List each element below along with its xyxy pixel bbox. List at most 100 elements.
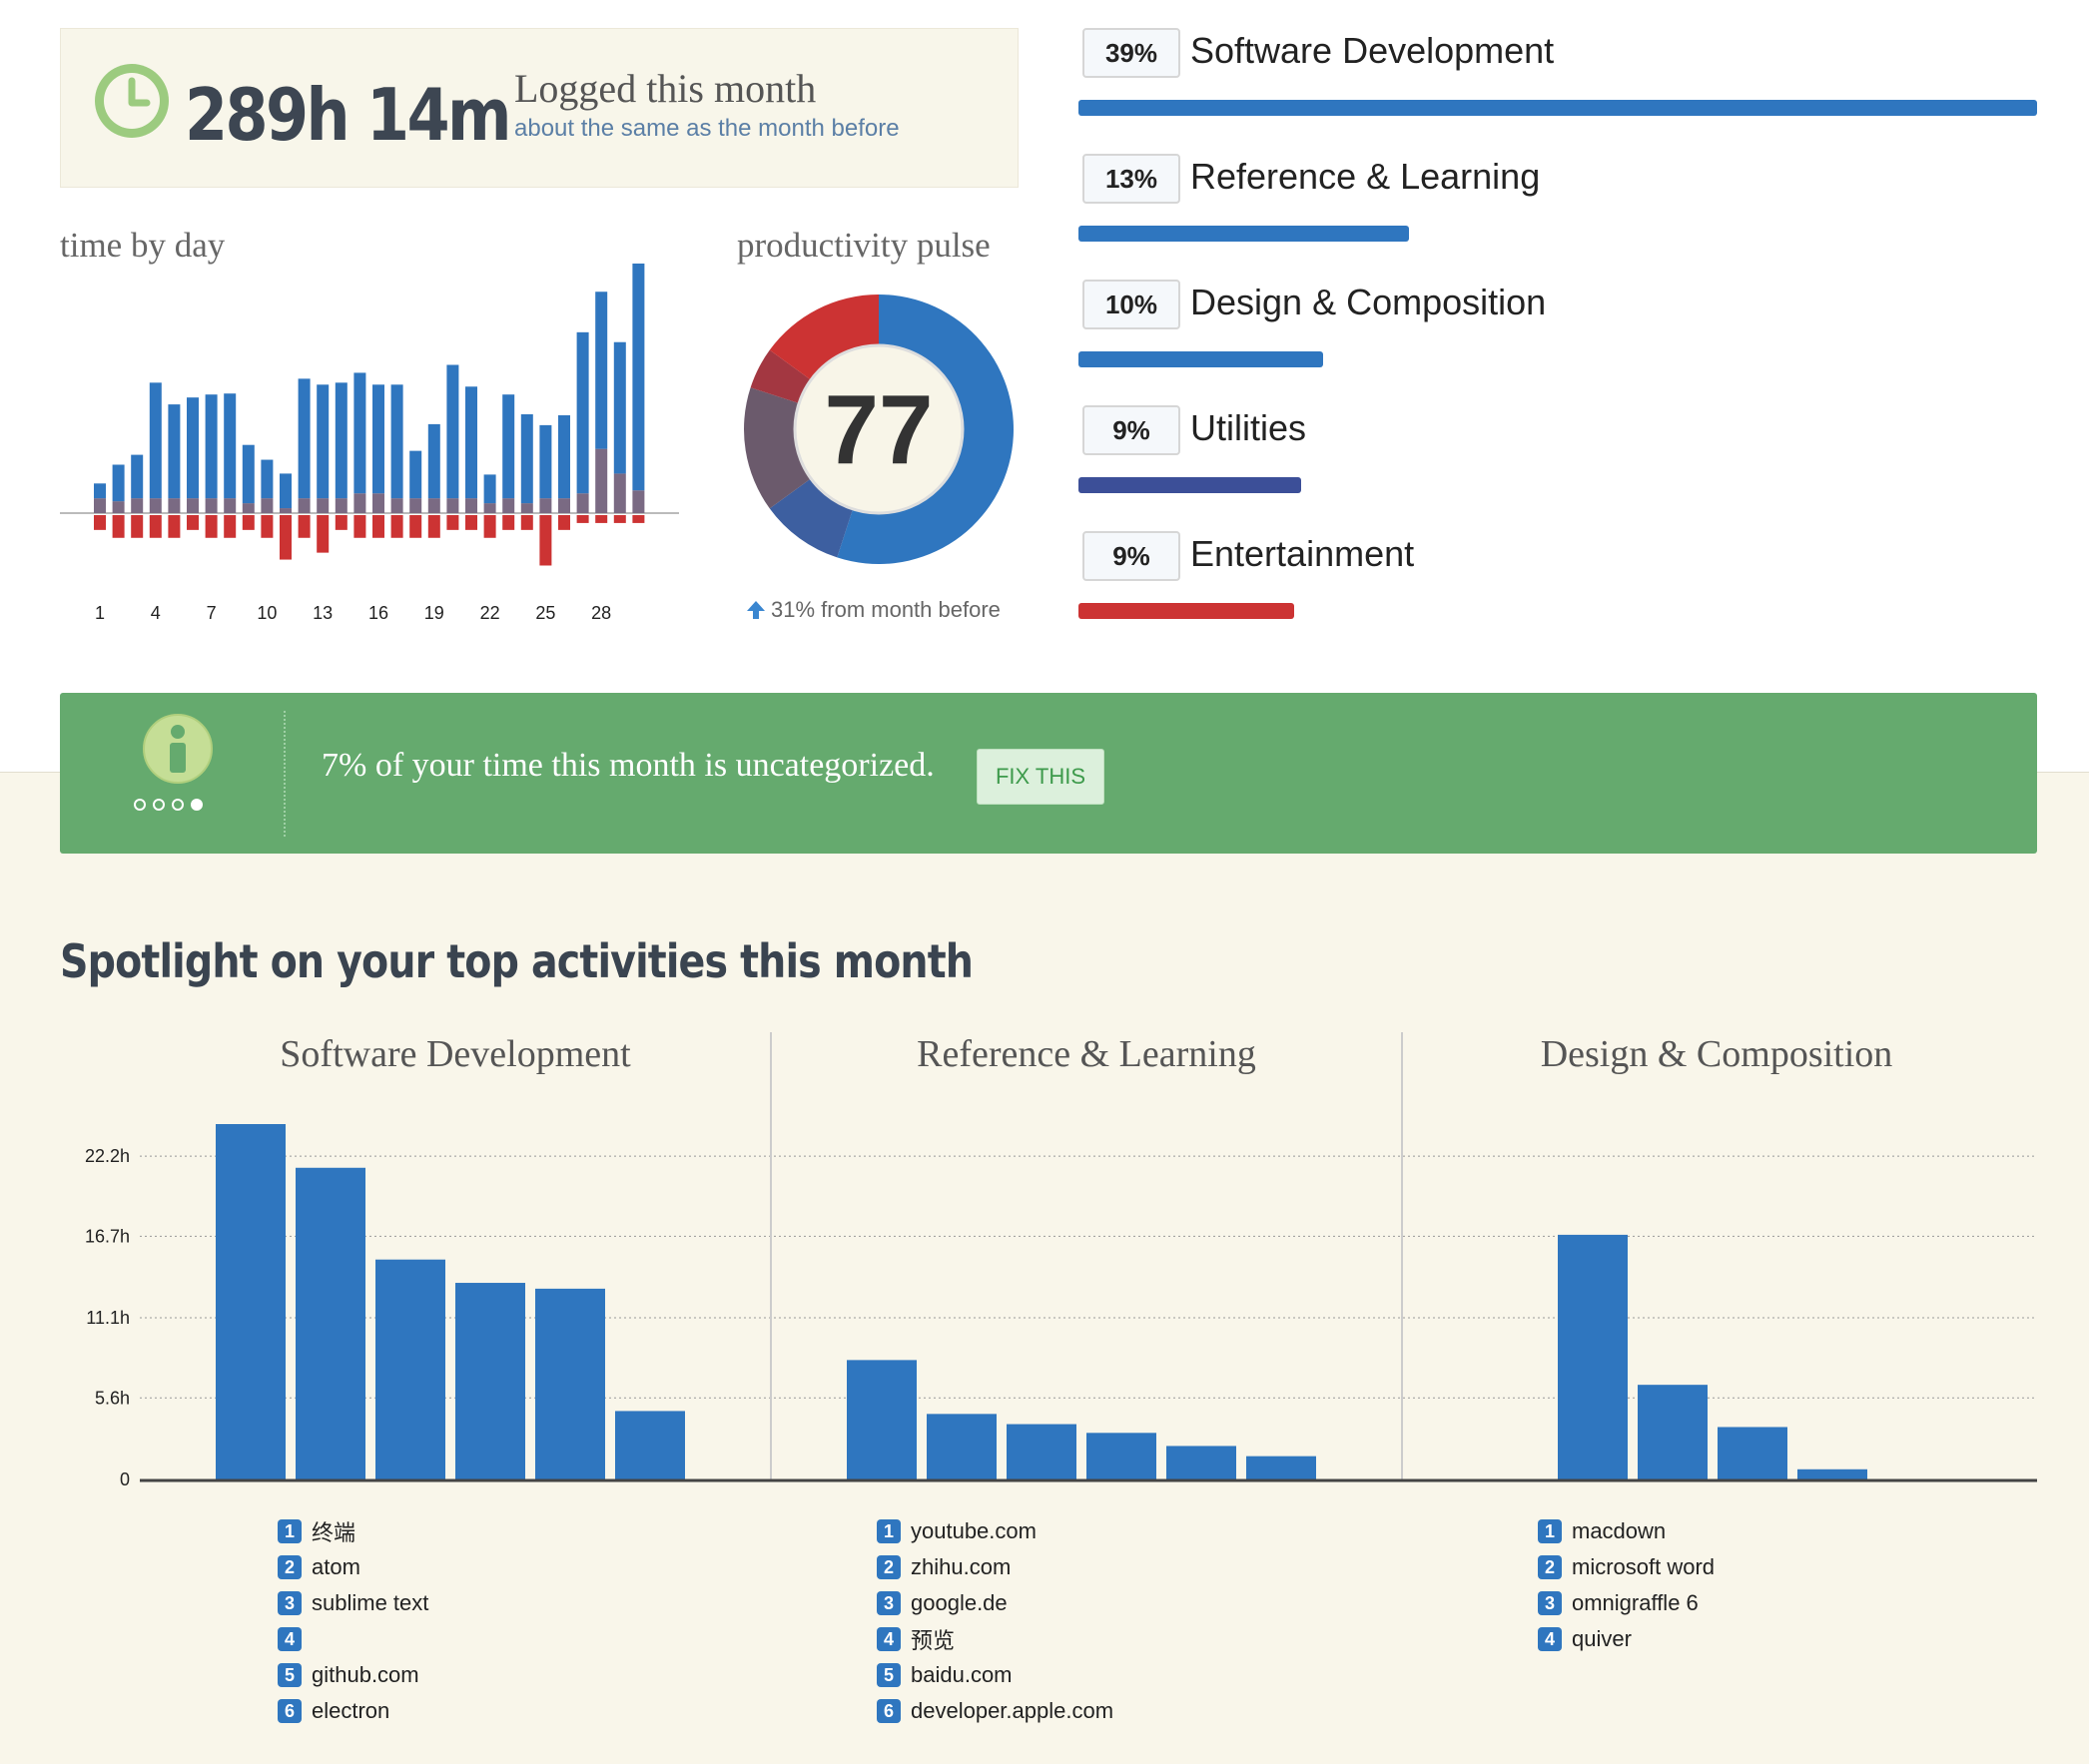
day-tick-label: 10 bbox=[257, 603, 277, 623]
time-by-day-chart: 1 4 7 10 13 16 19 22 25 28 bbox=[60, 264, 679, 623]
day-bar-neutral bbox=[168, 498, 181, 513]
legend-software-development: 1 终端 2 atom 3 sublime text 4 5 github.com 6 electr… bbox=[278, 1513, 428, 1729]
rank-badge: 2 bbox=[1538, 1555, 1562, 1579]
legend-item[interactable]: 2 atom bbox=[278, 1549, 428, 1585]
day-tick-label: 22 bbox=[480, 603, 500, 623]
panel-title-reference-learning: Reference & Learning bbox=[917, 1033, 1256, 1075]
day-tick-label: 25 bbox=[535, 603, 555, 623]
day-bar-distracting bbox=[353, 515, 366, 538]
rank-badge: 2 bbox=[877, 1555, 901, 1579]
activity-bar bbox=[1797, 1469, 1867, 1479]
pulse-segment bbox=[837, 294, 1014, 564]
activity-bar bbox=[1086, 1433, 1156, 1479]
rank-badge: 1 bbox=[877, 1519, 901, 1543]
time-by-day-title: time by day bbox=[60, 226, 226, 265]
category-name[interactable]: Design & Composition bbox=[1190, 282, 1547, 322]
day-bar-productive bbox=[131, 454, 144, 499]
carousel-dot[interactable] bbox=[134, 799, 146, 811]
day-bar-productive bbox=[465, 386, 477, 499]
day-tick-label: 13 bbox=[313, 603, 333, 623]
category-name[interactable]: Reference & Learning bbox=[1190, 156, 1541, 197]
day-bar-productive bbox=[558, 414, 570, 499]
category-bar bbox=[1078, 477, 1301, 493]
day-bar-distracting bbox=[224, 515, 237, 538]
activity-bar bbox=[375, 1259, 445, 1479]
rank-badge: 2 bbox=[278, 1555, 302, 1579]
activity-bar bbox=[455, 1283, 525, 1479]
day-bar-distracting bbox=[242, 515, 255, 530]
total-time: 289h 14m bbox=[185, 73, 512, 157]
day-bar-distracting bbox=[502, 515, 515, 530]
day-bar-distracting bbox=[558, 515, 570, 530]
activity-bar bbox=[1007, 1424, 1076, 1479]
category-percent-badge: 9% bbox=[1082, 531, 1180, 581]
activity-bar bbox=[1166, 1446, 1236, 1479]
day-bar-productive bbox=[112, 464, 125, 502]
legend-item[interactable]: 6 developer.apple.com bbox=[877, 1693, 1113, 1729]
activity-name: atom bbox=[312, 1554, 360, 1579]
fix-this-button[interactable]: FIX THIS bbox=[977, 749, 1104, 805]
carousel-dot[interactable] bbox=[172, 799, 184, 811]
carousel-dot-active[interactable] bbox=[191, 799, 203, 811]
category-name[interactable]: Software Development bbox=[1190, 30, 1555, 71]
activity-name: developer.apple.com bbox=[911, 1698, 1114, 1723]
legend-item[interactable]: 1 macdown bbox=[1538, 1513, 1715, 1549]
rank-badge: 1 bbox=[1538, 1519, 1562, 1543]
day-bar-neutral bbox=[112, 501, 125, 513]
day-bar-distracting bbox=[632, 515, 645, 523]
rank-badge: 5 bbox=[278, 1663, 302, 1687]
day-bar-distracting bbox=[112, 515, 125, 538]
day-bar-productive bbox=[409, 450, 422, 499]
banner-message: 7% of your time this month is uncategori… bbox=[322, 747, 935, 784]
activity-name: microsoft word bbox=[1572, 1554, 1716, 1579]
day-bar-productive bbox=[353, 372, 366, 494]
category-bar bbox=[1078, 226, 1410, 242]
category-bar bbox=[1078, 603, 1294, 619]
carousel-dot[interactable] bbox=[153, 799, 165, 811]
activity-bar bbox=[216, 1124, 286, 1479]
activity-name: sublime text bbox=[312, 1590, 429, 1615]
day-bar-distracting bbox=[539, 515, 552, 566]
info-icon bbox=[143, 714, 213, 784]
day-bar-neutral bbox=[613, 473, 626, 513]
day-bar-distracting bbox=[446, 515, 459, 530]
legend-item[interactable]: 4 bbox=[278, 1621, 428, 1657]
day-bar-distracting bbox=[595, 515, 608, 523]
legend-item[interactable]: 2 zhihu.com bbox=[877, 1549, 1113, 1585]
activity-bar bbox=[615, 1411, 685, 1479]
legend-item[interactable]: 3 google.de bbox=[877, 1585, 1113, 1621]
day-bar-neutral bbox=[595, 448, 608, 513]
day-bar-productive bbox=[632, 264, 645, 491]
activity-name: zhihu.com bbox=[911, 1554, 1012, 1579]
legend-item[interactable]: 1 终端 bbox=[278, 1513, 428, 1549]
category-name[interactable]: Utilities bbox=[1190, 407, 1307, 448]
legend-item[interactable]: 5 baidu.com bbox=[877, 1657, 1113, 1693]
panel-title-software-development: Software Development bbox=[280, 1033, 631, 1075]
legend-item[interactable]: 3 sublime text bbox=[278, 1585, 428, 1621]
panel-title-design-composition: Design & Composition bbox=[1540, 1033, 1893, 1075]
legend-item[interactable]: 4 quiver bbox=[1538, 1621, 1715, 1657]
pulse-segment bbox=[769, 478, 854, 558]
day-bar-neutral bbox=[390, 498, 403, 513]
activity-name: google.de bbox=[911, 1590, 1008, 1615]
legend-item[interactable]: 3 omnigraffle 6 bbox=[1538, 1585, 1715, 1621]
day-bar-distracting bbox=[409, 515, 422, 538]
spotlight-title: Spotlight on your top activities this mo… bbox=[60, 934, 974, 988]
activity-name: electron bbox=[312, 1698, 390, 1723]
day-bar-distracting bbox=[131, 515, 144, 538]
rank-badge: 6 bbox=[278, 1699, 302, 1723]
legend-item[interactable]: 4 预览 bbox=[877, 1621, 1113, 1657]
day-bar-distracting bbox=[205, 515, 218, 538]
uncategorized-banner: 7% of your time this month is uncategori… bbox=[60, 693, 2037, 854]
day-bar-distracting bbox=[613, 515, 626, 523]
day-bar-distracting bbox=[280, 515, 292, 560]
day-bar-neutral bbox=[187, 498, 199, 513]
day-bar-productive bbox=[205, 394, 218, 499]
legend-item[interactable]: 2 microsoft word bbox=[1538, 1549, 1715, 1585]
legend-item[interactable]: 5 github.com bbox=[278, 1657, 428, 1693]
activity-bar bbox=[1638, 1385, 1708, 1479]
category-percent-badge: 10% bbox=[1082, 280, 1180, 329]
category-name[interactable]: Entertainment bbox=[1190, 533, 1415, 574]
legend-item[interactable]: 6 electron bbox=[278, 1693, 428, 1729]
legend-item[interactable]: 1 youtube.com bbox=[877, 1513, 1113, 1549]
